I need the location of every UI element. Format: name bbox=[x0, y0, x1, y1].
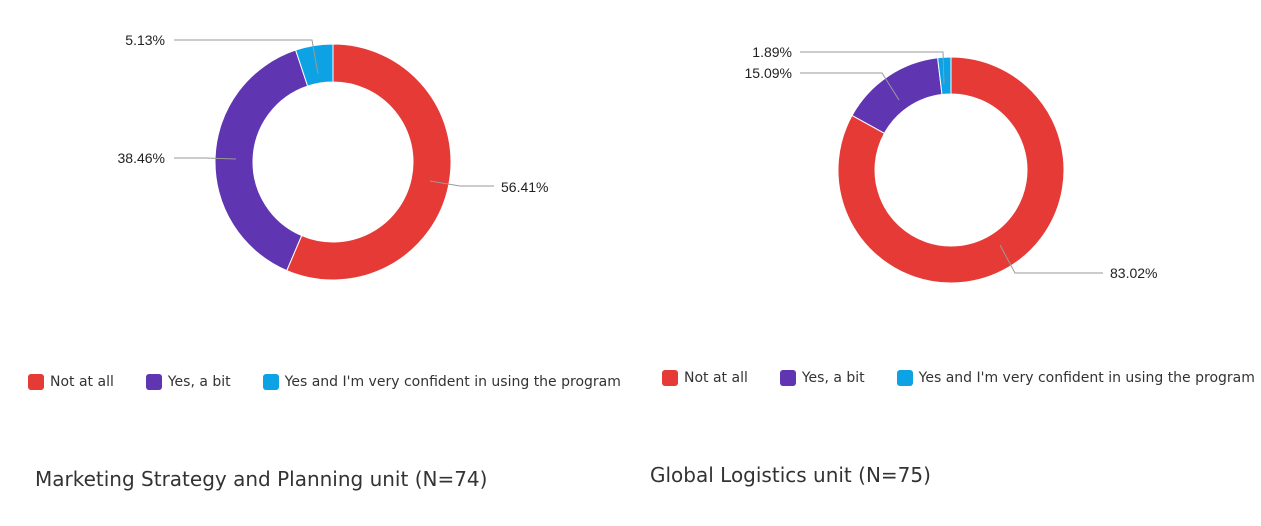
leader-line-yes-a-bit bbox=[174, 157, 237, 160]
data-label-not-at-all: 83.02% bbox=[1110, 265, 1157, 281]
data-label-yes-a-bit: 15.09% bbox=[745, 65, 792, 81]
donut-slice-not-at-all[interactable] bbox=[286, 43, 452, 281]
chart-caption-logistics: Global Logistics unit (N=75) bbox=[650, 463, 931, 487]
donut-slice-very-confident[interactable] bbox=[937, 56, 952, 96]
legend-item-yes-a-bit[interactable]: Yes, a bit bbox=[779, 370, 865, 386]
chart-caption-marketing: Marketing Strategy and Planning unit (N=… bbox=[35, 467, 488, 491]
leader-line-very-confident bbox=[800, 51, 945, 85]
donut-chart-marketing: 56.41% 38.46% 5.13% bbox=[118, 32, 548, 281]
legend-logistics: Not at all Yes, a bit Yes and I'm very c… bbox=[662, 370, 1255, 386]
legend-swatch-not-at-all bbox=[28, 374, 44, 390]
legend-item-not-at-all[interactable]: Not at all bbox=[662, 370, 748, 386]
legend-swatch-not-at-all bbox=[662, 370, 678, 386]
legend-label-not-at-all: Not at all bbox=[50, 374, 114, 390]
legend-swatch-yes-a-bit bbox=[779, 370, 796, 386]
data-label-not-at-all: 56.41% bbox=[501, 179, 548, 195]
legend-label-yes-a-bit: Yes, a bit bbox=[801, 370, 865, 386]
donut-slice-very-confident[interactable] bbox=[294, 43, 334, 87]
legend-swatch-very-confident bbox=[896, 370, 913, 386]
legend-swatch-yes-a-bit bbox=[145, 374, 162, 390]
donut-slice-not-at-all[interactable] bbox=[837, 56, 1065, 284]
leader-line-not-at-all bbox=[429, 180, 494, 187]
legend-item-very-confident[interactable]: Yes and I'm very confident in using the … bbox=[896, 370, 1255, 386]
donut-slice-yes-a-bit[interactable] bbox=[851, 57, 943, 134]
leader-line-not-at-all bbox=[999, 244, 1103, 274]
legend-label-not-at-all: Not at all bbox=[684, 370, 748, 386]
data-label-yes-a-bit: 38.46% bbox=[118, 150, 165, 166]
legend-item-very-confident[interactable]: Yes and I'm very confident in using the … bbox=[262, 374, 621, 390]
data-label-very-confident: 5.13% bbox=[125, 32, 165, 48]
leader-line-yes-a-bit bbox=[800, 72, 900, 101]
legend-label-yes-a-bit: Yes, a bit bbox=[167, 374, 231, 390]
legend-item-yes-a-bit[interactable]: Yes, a bit bbox=[145, 374, 231, 390]
donut-slice-yes-a-bit[interactable] bbox=[214, 49, 309, 272]
leader-line-very-confident bbox=[174, 39, 319, 75]
legend-swatch-very-confident bbox=[262, 374, 279, 390]
data-label-very-confident: 1.89% bbox=[752, 44, 792, 60]
donut-chart-logistics: 83.02% 15.09% 1.89% bbox=[745, 44, 1157, 284]
legend-label-very-confident: Yes and I'm very confident in using the … bbox=[918, 370, 1255, 386]
legend-label-very-confident: Yes and I'm very confident in using the … bbox=[284, 374, 621, 390]
legend-marketing: Not at all Yes, a bit Yes and I'm very c… bbox=[28, 374, 621, 390]
legend-item-not-at-all[interactable]: Not at all bbox=[28, 374, 114, 390]
